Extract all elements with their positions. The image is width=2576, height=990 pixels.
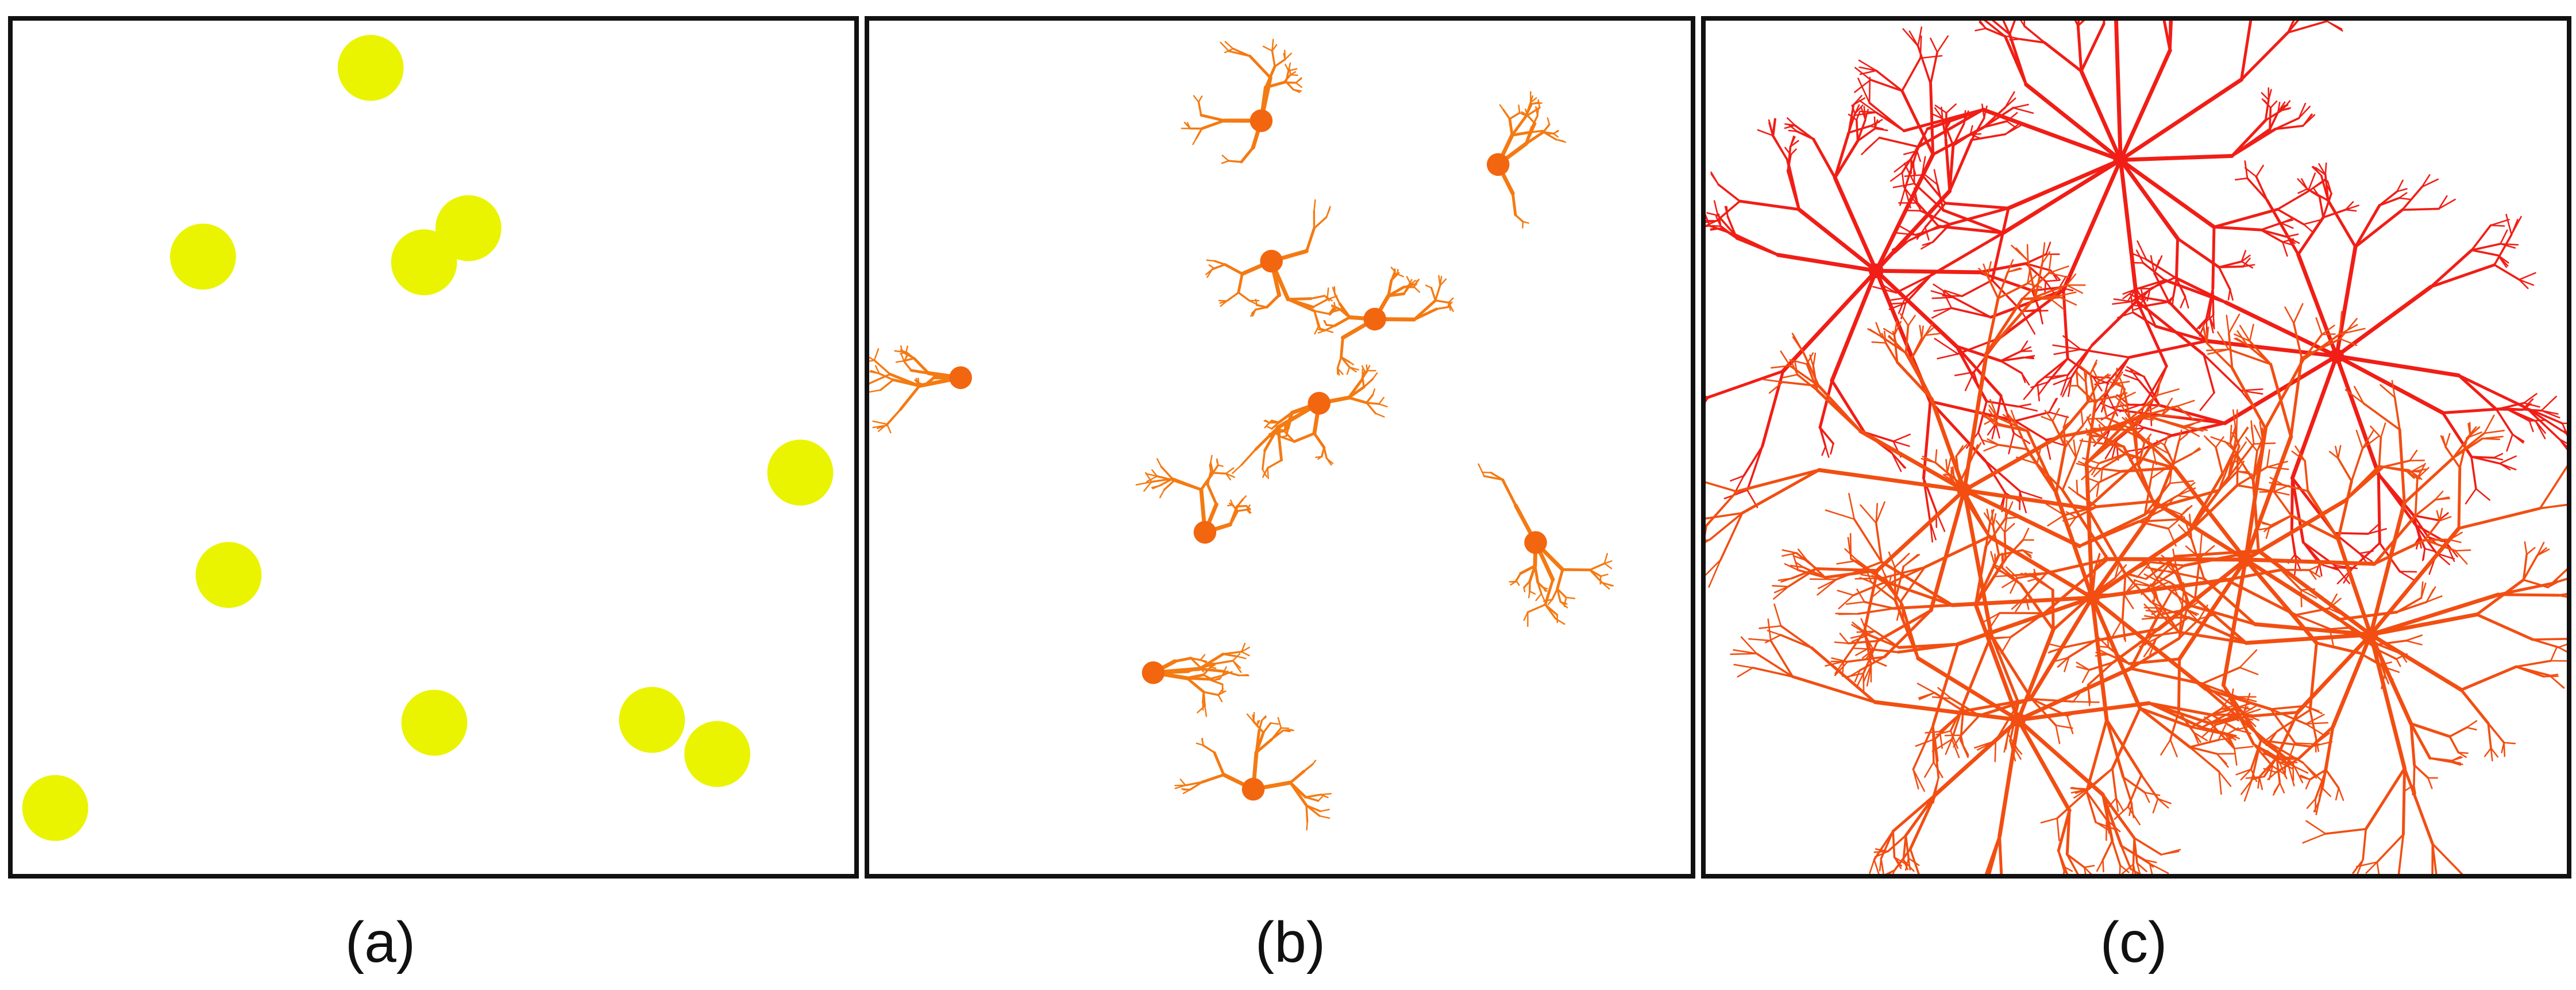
seed-dot bbox=[619, 687, 685, 753]
network-cluster bbox=[1706, 26, 2074, 543]
small-tree bbox=[1205, 199, 1338, 335]
small-tree bbox=[1478, 463, 1614, 627]
small-tree bbox=[869, 345, 972, 434]
panel-b-drawing bbox=[869, 38, 1614, 831]
seed-dot bbox=[22, 775, 88, 841]
seed-dot bbox=[195, 542, 262, 608]
seed-dot bbox=[391, 229, 457, 295]
seed-dot bbox=[767, 440, 834, 506]
panel-a bbox=[8, 16, 859, 879]
seed-dot bbox=[337, 34, 404, 101]
small-tree bbox=[1317, 267, 1454, 376]
caption-a: (a) bbox=[345, 910, 416, 974]
seed-dot bbox=[170, 224, 236, 290]
small-tree bbox=[1174, 711, 1332, 831]
seed-dot bbox=[401, 689, 468, 756]
small-tree bbox=[1486, 91, 1567, 229]
small-tree bbox=[1181, 38, 1302, 164]
seed-dot bbox=[684, 721, 750, 787]
small-tree bbox=[1135, 454, 1252, 544]
network-cluster bbox=[1730, 496, 2261, 874]
panel-c bbox=[1701, 16, 2571, 879]
panel-a-drawing bbox=[22, 34, 834, 841]
network-cluster bbox=[1706, 242, 2196, 762]
caption-c: (c) bbox=[2100, 910, 2168, 974]
network-cluster bbox=[2126, 380, 2567, 874]
small-tree bbox=[1142, 642, 1250, 717]
small-tree bbox=[1232, 364, 1388, 479]
panel-c-drawing bbox=[1706, 21, 2567, 874]
network-cluster bbox=[1809, 359, 2353, 841]
panel-b bbox=[865, 16, 1695, 879]
caption-b: (b) bbox=[1255, 910, 1326, 974]
